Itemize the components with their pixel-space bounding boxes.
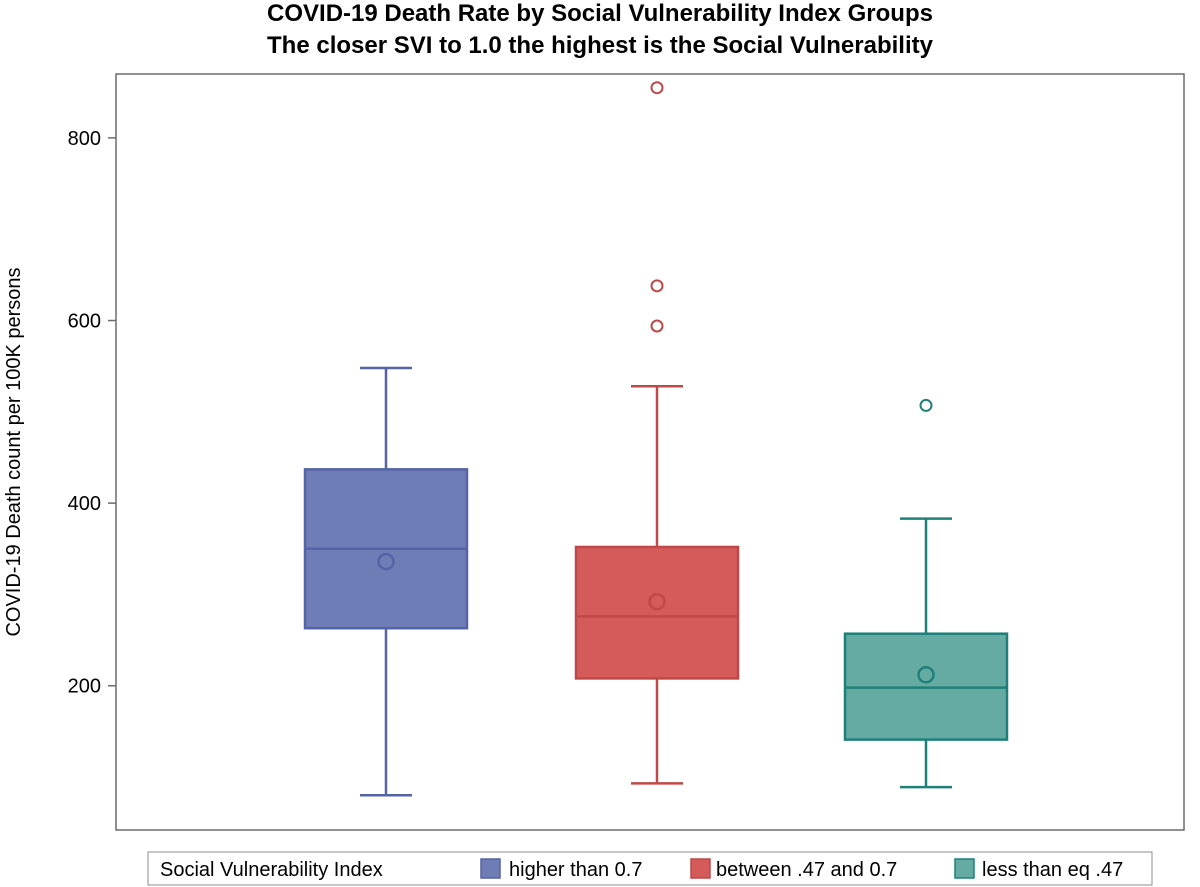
legend-title: Social Vulnerability Index: [160, 859, 383, 881]
boxes-group: [303, 81, 1009, 797]
y-tick-label-200: 200: [68, 676, 101, 698]
box-group-1: [303, 366, 469, 797]
outlier-point: [650, 319, 664, 333]
box-group-2: [574, 81, 740, 785]
plot-area-frame: [115, 73, 1185, 831]
mean-marker: [377, 552, 395, 571]
legend-label-higher: higher than 0.7: [509, 859, 642, 881]
y-axis-label: COVID-19 Death count per 100K persons: [3, 267, 25, 636]
mean-marker: [917, 666, 935, 684]
legend-label-between: between .47 and 0.7: [716, 859, 897, 881]
outlier-point: [650, 279, 664, 293]
chart-title: COVID-19 Death Rate by Social Vulnerabil…: [267, 0, 933, 27]
legend-swatch-between: [690, 858, 711, 879]
legend: Social Vulnerability Index higher than 0…: [147, 851, 1153, 886]
outlier-point: [919, 398, 933, 412]
y-axis: 200 400 600 800: [68, 128, 116, 698]
y-tick-label-600: 600: [68, 311, 101, 333]
legend-swatch-higher: [480, 858, 501, 879]
chart-subtitle: The closer SVI to 1.0 the highest is the…: [267, 32, 934, 59]
y-tick-label-800: 800: [68, 128, 101, 150]
mean-marker: [648, 592, 666, 611]
iqr-box: [574, 545, 740, 680]
legend-label-less: less than eq .47: [982, 859, 1123, 881]
outlier-point: [650, 81, 664, 95]
legend-frame: [147, 851, 1153, 886]
y-tick-label-400: 400: [68, 493, 101, 515]
box-group-3: [843, 398, 1009, 789]
legend-swatch-less: [954, 858, 975, 879]
